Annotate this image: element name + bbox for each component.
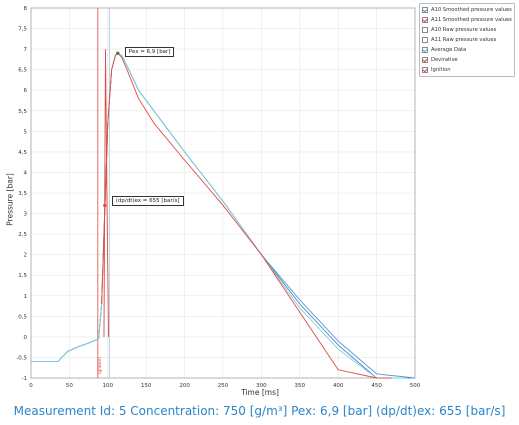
- y-tick-label: 3: [24, 212, 28, 218]
- x-tick-label: 450: [371, 383, 382, 389]
- series-line: [31, 52, 412, 379]
- y-tick-label: 1,5: [18, 273, 27, 279]
- legend-item[interactable]: A10 Raw pressure values: [422, 25, 512, 35]
- series-line: [31, 52, 408, 379]
- legend-label: A11 Smoothed pressure values: [431, 17, 512, 23]
- x-tick-label: 200: [179, 383, 190, 389]
- annotation-label: (dp/dt)ex = 655 [bar/s]: [111, 196, 184, 207]
- annotation-label: Pex = 6,9 [bar]: [124, 47, 175, 58]
- y-tick-label: 5,5: [18, 109, 27, 115]
- x-tick-label: 350: [295, 383, 306, 389]
- x-tick-label: 500: [410, 383, 421, 389]
- series-line: [101, 52, 392, 379]
- legend-label: A11 Raw pressure values: [431, 37, 497, 43]
- legend-label: A10 Smoothed pressure values: [431, 7, 512, 13]
- legend-checkbox[interactable]: [422, 57, 428, 63]
- y-tick-label: 2,5: [18, 232, 27, 238]
- y-tick-label: 4: [24, 170, 28, 176]
- x-tick-label: 400: [333, 383, 344, 389]
- y-tick-label: 1: [24, 294, 28, 300]
- legend-label: A10 Raw pressure values: [431, 27, 497, 33]
- plot-frame: [30, 7, 416, 379]
- x-tick-label: 0: [29, 383, 33, 389]
- x-axis-title: Time [ms]: [241, 388, 279, 397]
- legend: A10 Smoothed pressure values A11 Smoothed…: [419, 3, 515, 77]
- legend-item[interactable]: Ignition: [422, 65, 512, 75]
- x-tick-label: 150: [141, 383, 152, 389]
- annotation-point: [103, 203, 107, 207]
- legend-checkbox[interactable]: [422, 27, 428, 33]
- y-tick-label: 3,5: [18, 191, 27, 197]
- y-tick-label: 2: [24, 253, 28, 259]
- y-tick-label: 6,5: [18, 68, 27, 74]
- legend-label: Average Data: [431, 47, 467, 53]
- legend-checkbox[interactable]: [422, 37, 428, 43]
- y-tick-label: 0: [24, 335, 28, 341]
- x-tick-label: 100: [103, 383, 114, 389]
- legend-item[interactable]: A11 Raw pressure values: [422, 35, 512, 45]
- y-tick-label: 7,5: [18, 27, 27, 33]
- legend-checkbox[interactable]: [422, 7, 428, 13]
- legend-checkbox[interactable]: [422, 67, 428, 73]
- legend-item[interactable]: Devirative: [422, 55, 512, 65]
- y-tick-label: 4,5: [18, 150, 27, 156]
- annotation-point: [116, 51, 120, 55]
- ignition-label: Ignition: [97, 357, 103, 374]
- y-tick-label: 7: [24, 47, 28, 53]
- y-tick-label: 5: [24, 129, 28, 135]
- legend-item[interactable]: A11 Smoothed pressure values: [422, 15, 512, 25]
- legend-label: Ignition: [431, 67, 451, 73]
- plot-area: 0 50 100 150 200 250 300 350 400 450 500 -1 -0,5 0 0,5…: [16, 6, 421, 389]
- legend-item[interactable]: Average Data: [422, 45, 512, 55]
- legend-checkbox[interactable]: [422, 47, 428, 53]
- legend-label: Devirative: [431, 57, 458, 63]
- derivative-spike: [103, 49, 110, 337]
- x-tick-label: 50: [66, 383, 73, 389]
- y-tick-label: -0,5: [16, 355, 27, 361]
- y-tick-label: 0,5: [18, 314, 27, 320]
- y-tick-label: -1: [22, 376, 27, 382]
- measurement-caption: Measurement Id: 5 Concentration: 750 [g/…: [13, 404, 506, 418]
- legend-item[interactable]: A10 Smoothed pressure values: [422, 5, 512, 15]
- x-tick-label: 300: [256, 383, 267, 389]
- y-tick-label: 6: [24, 88, 28, 94]
- legend-checkbox[interactable]: [422, 17, 428, 23]
- y-axis-title: Pressure [bar]: [5, 173, 15, 226]
- y-tick-label: 8: [24, 6, 28, 12]
- x-tick-label: 250: [218, 383, 229, 389]
